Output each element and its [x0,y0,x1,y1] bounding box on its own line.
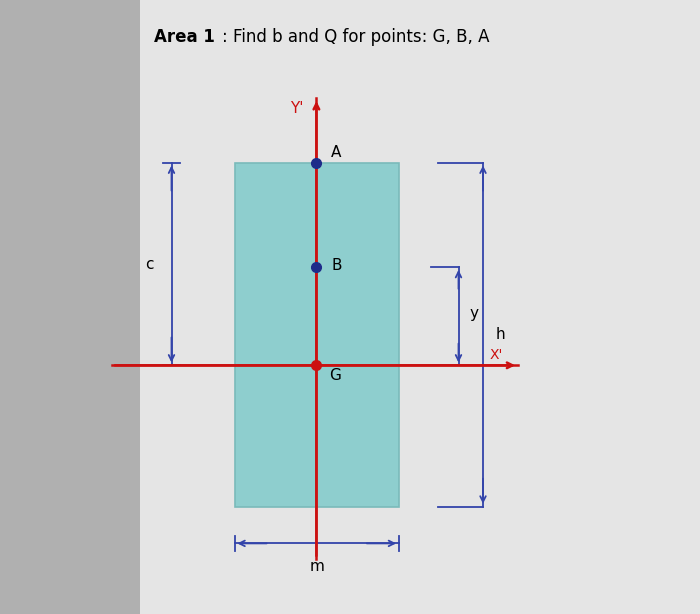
Text: y: y [470,306,479,321]
Text: X': X' [489,348,503,362]
Bar [234,163,399,507]
Text: h: h [496,327,505,342]
Text: Area 1: Area 1 [154,28,215,45]
Text: A: A [330,145,341,160]
Text: : Find b and Q for points: G, B, A: : Find b and Q for points: G, B, A [222,28,489,45]
Text: Y': Y' [290,101,304,116]
Text: m: m [309,559,324,573]
Text: B: B [332,258,342,273]
Bar [0,0,140,614]
Text: G: G [329,368,341,383]
Bar [140,0,700,614]
Text: c: c [146,257,154,271]
